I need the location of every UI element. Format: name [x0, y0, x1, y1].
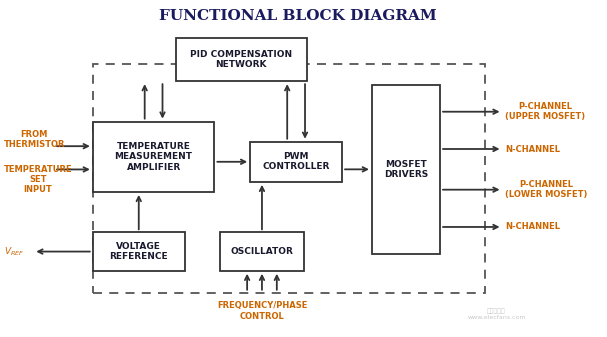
Bar [220, 232, 304, 271]
Text: $V_{REF}$: $V_{REF}$ [4, 245, 24, 258]
Text: N-CHANNEL: N-CHANNEL [506, 222, 560, 232]
Text: PID COMPENSATION
NETWORK: PID COMPENSATION NETWORK [190, 50, 292, 69]
Text: P-CHANNEL
(UPPER MOSFET): P-CHANNEL (UPPER MOSFET) [506, 102, 586, 121]
Text: P-CHANNEL
(LOWER MOSFET): P-CHANNEL (LOWER MOSFET) [506, 180, 588, 200]
Text: TEMPERATURE
SET
INPUT: TEMPERATURE SET INPUT [4, 164, 72, 194]
Text: FROM
THERMISTOR: FROM THERMISTOR [4, 130, 65, 149]
Text: 电子发烧友
www.elecfans.com: 电子发烧友 www.elecfans.com [467, 309, 526, 320]
Text: VOLTAGE
REFERENCE: VOLTAGE REFERENCE [109, 242, 168, 261]
Text: MOSFET
DRIVERS: MOSFET DRIVERS [384, 160, 428, 179]
Bar [93, 122, 214, 192]
Bar [93, 64, 484, 293]
Text: N-CHANNEL: N-CHANNEL [506, 145, 560, 153]
Text: PWM
CONTROLLER: PWM CONTROLLER [262, 152, 330, 172]
Bar [176, 38, 307, 81]
Text: FUNCTIONAL BLOCK DIAGRAM: FUNCTIONAL BLOCK DIAGRAM [158, 9, 436, 23]
Bar [372, 85, 440, 254]
Bar [250, 142, 342, 182]
Text: TEMPERATURE
MEASUREMENT
AMPLIFIER: TEMPERATURE MEASUREMENT AMPLIFIER [115, 142, 192, 172]
Bar [93, 232, 185, 271]
Text: FREQUENCY/PHASE
CONTROL: FREQUENCY/PHASE CONTROL [217, 301, 307, 321]
Text: OSCILLATOR: OSCILLATOR [231, 247, 293, 256]
